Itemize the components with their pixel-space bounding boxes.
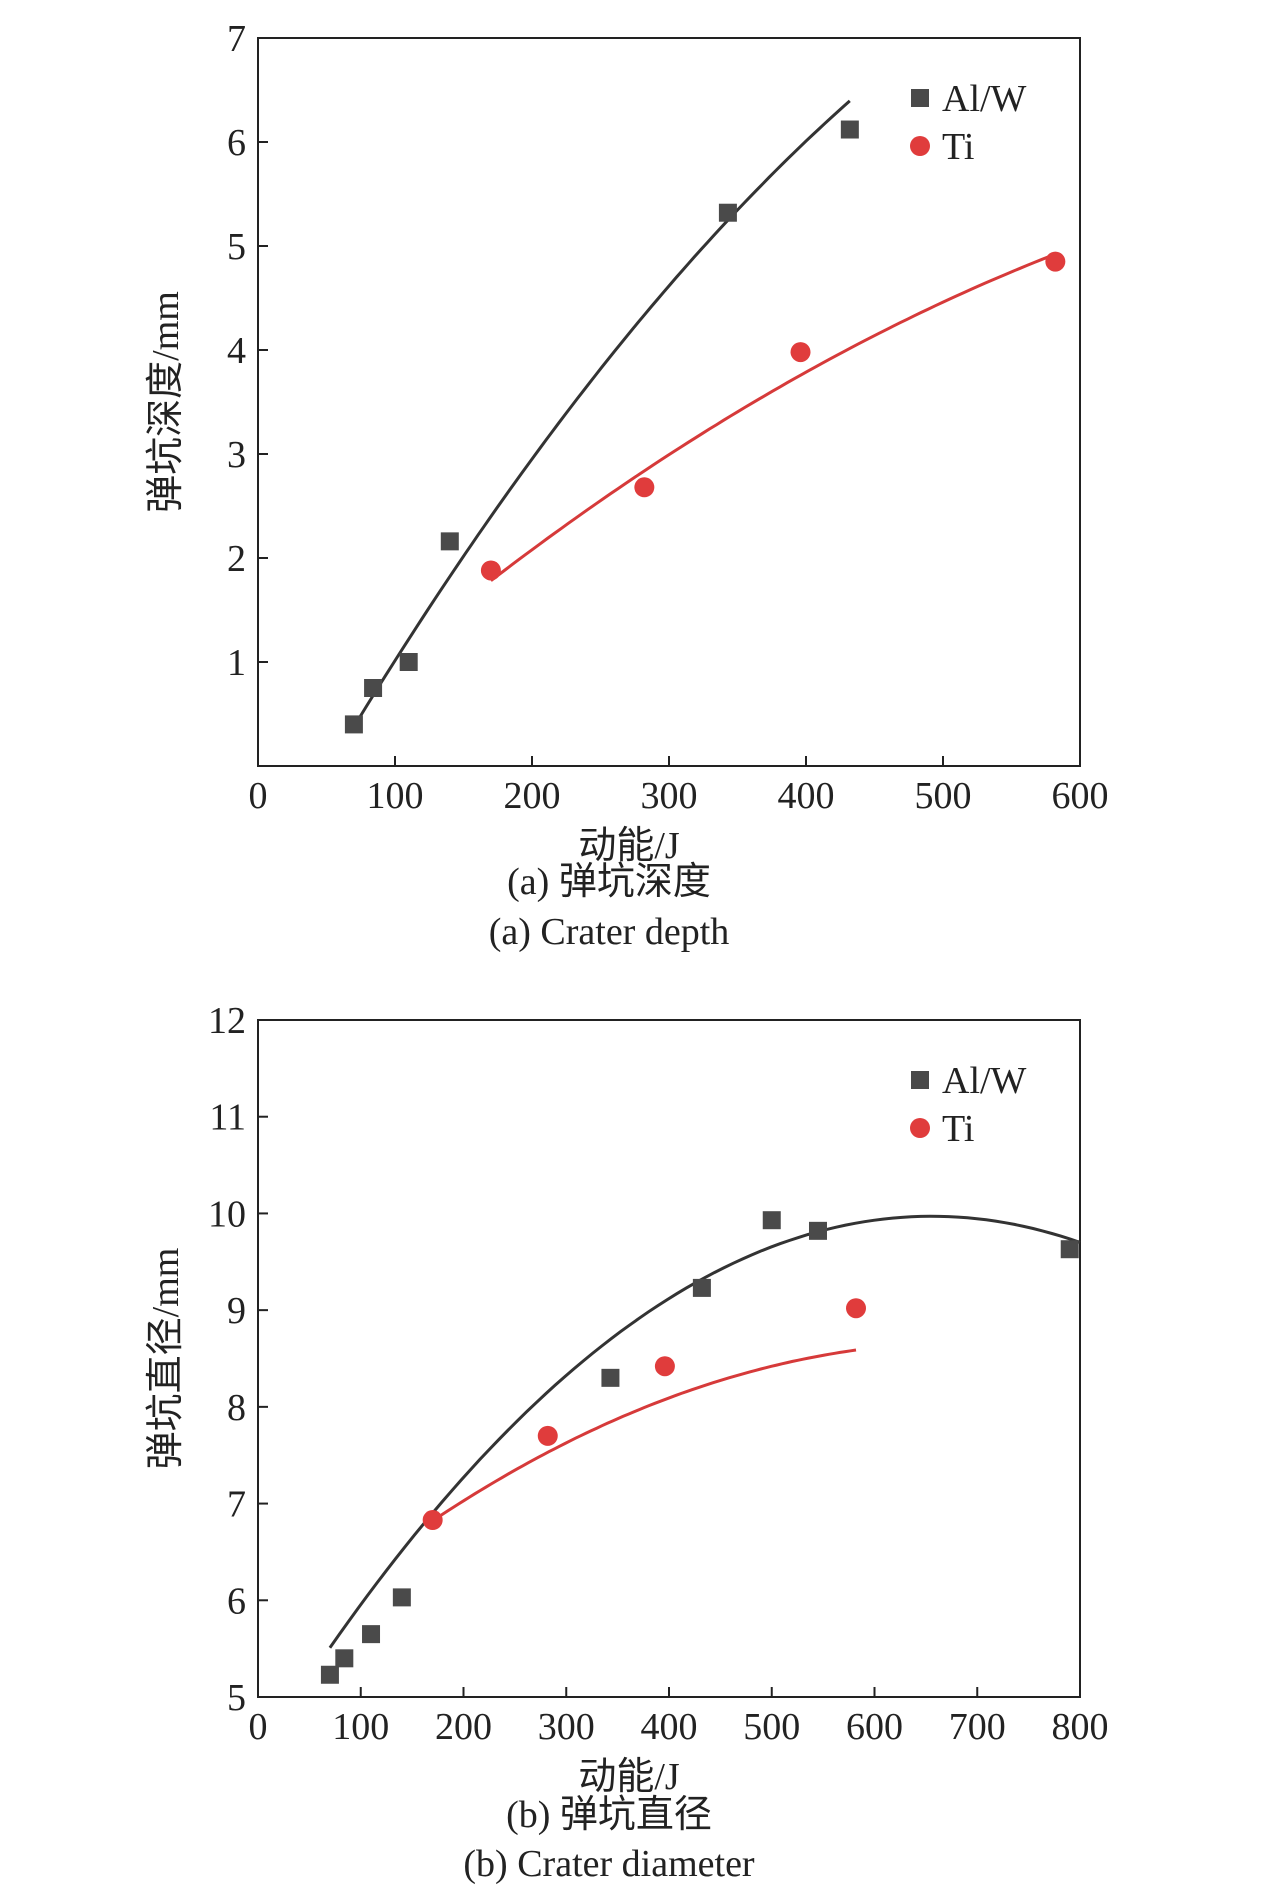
caption-en: (a) Crater depth [489,911,730,953]
y-tick-label: 5 [227,1677,246,1719]
data-point-ti [537,1425,558,1446]
data-point-alw [1060,1240,1079,1259]
x-tick-label: 100 [367,775,424,817]
x-tick-label: 0 [249,775,268,817]
x-axis-title: 动能/J [578,1756,679,1798]
data-point-alw [392,1588,411,1607]
data-point-alw [320,1665,339,1684]
data-point-alw [364,679,383,697]
fit-curve-alw [328,1214,1081,1649]
data-point-ti [422,1510,443,1531]
caption-cn: (a) 弹坑深度 [507,861,711,903]
y-axis-title: 弹坑直径/mm [145,1248,187,1470]
y-tick-label: 7 [227,1484,246,1526]
x-tick-label: 400 [778,775,835,817]
x-tick-label: 200 [435,1706,492,1748]
legend-label-ti: Ti [942,126,974,168]
fit-curve-ti [431,1348,857,1523]
data-point-alw [601,1368,620,1387]
y-tick-label: 6 [227,122,246,164]
y-tick-label: 2 [227,538,246,580]
x-tick-label: 100 [332,1706,389,1748]
data-point-ti [634,477,655,498]
data-point-ti [1045,251,1066,272]
legend-label-alw: Al/W [942,1060,1027,1102]
data-point-alw [335,1649,354,1668]
data-point-ti [654,1356,675,1377]
data-point-alw [840,120,859,139]
y-tick-label: 5 [227,226,246,268]
data-point-alw [762,1211,781,1230]
data-point-ti [790,342,811,363]
y-tick-label: 12 [208,1000,246,1042]
y-tick-label: 3 [227,434,246,476]
legend-marker-alw [911,89,929,107]
data-point-alw [692,1278,711,1297]
y-tick-label: 6 [227,1580,246,1622]
y-tick-label: 9 [227,1290,246,1332]
y-tick-label: 1 [227,642,246,684]
data-point-ti [480,560,501,581]
legend-label-alw: Al/W [942,78,1027,120]
x-tick-label: 200 [504,775,561,817]
caption-en: (b) Crater diameter [463,1843,755,1885]
x-tick-label: 600 [1052,775,1109,817]
y-tick-label: 11 [209,1097,246,1139]
fit-curve-alw [352,99,851,728]
data-point-alw [808,1221,827,1240]
fit-curve-ti [489,252,1056,582]
legend-marker-ti [910,1118,930,1138]
data-point-alw [440,532,459,551]
data-point-alw [718,203,737,222]
legend-marker-alw [911,1071,929,1089]
x-tick-label: 500 [915,775,972,817]
chart-panel-b: 0 100 200 300 400 500 600 700 800 5 6 7 8 9 10 11 12 动能/J… [145,1000,1109,1885]
chart-panel-a: 0 100 200 300 400 500 600 1 2 3 4 5 6 7 动能/J 弹坑深度/mm Al/… [145,18,1109,953]
x-tick-label: 500 [743,1706,800,1748]
x-tick-label: 400 [641,1706,698,1748]
x-tick-label: 300 [538,1706,595,1748]
data-point-alw [399,653,418,671]
y-tick-label: 8 [227,1387,246,1429]
data-point-alw [344,715,363,734]
x-tick-label: 700 [949,1706,1006,1748]
x-tick-label: 0 [249,1706,268,1748]
caption-cn: (b) 弹坑直径 [506,1794,712,1836]
x-tick-label: 800 [1052,1706,1109,1748]
y-tick-label: 4 [227,330,246,372]
data-point-alw [362,1625,381,1644]
y-tick-label: 7 [227,18,246,60]
x-tick-label: 300 [641,775,698,817]
y-axis-title: 弹坑深度/mm [145,291,187,513]
data-point-ti [846,1298,867,1319]
x-tick-label: 600 [846,1706,903,1748]
y-tick-label: 10 [208,1193,246,1235]
legend-label-ti: Ti [942,1108,974,1150]
legend-marker-ti [910,136,930,156]
x-axis-title: 动能/J [578,825,679,867]
